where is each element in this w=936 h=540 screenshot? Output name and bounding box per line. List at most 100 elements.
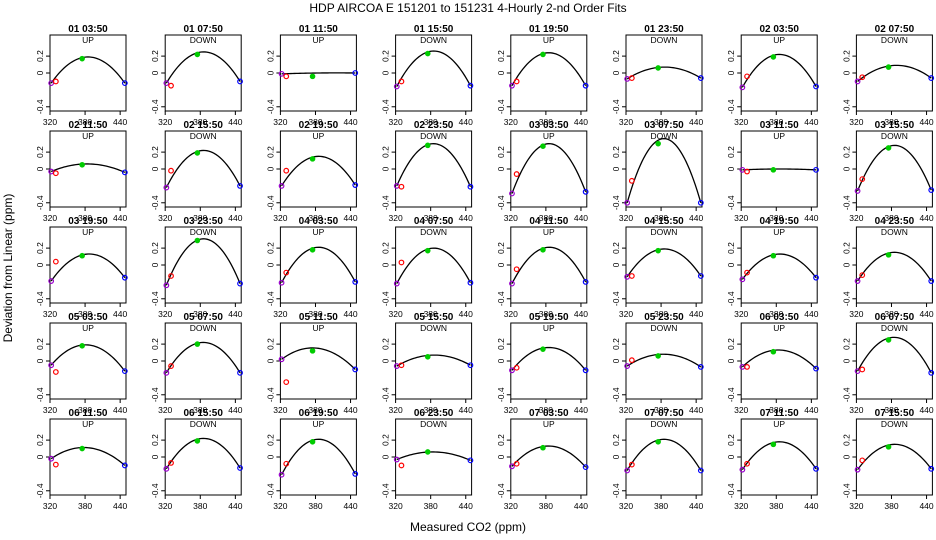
x-tick-label: 320 [619,213,633,223]
panel-title: 06 11:50 [69,408,108,419]
standard-point [770,54,777,60]
standard-point [885,337,892,343]
x-tick-label: 440 [574,309,588,319]
y-tick-label: 0.2 [35,242,45,254]
y-tick-label: 0.2 [150,242,160,254]
y-tick-label: -0.4 [611,195,621,210]
y-tick-label: 0.2 [726,146,736,158]
y-tick-label: -0.4 [611,483,621,498]
standard-point [624,363,631,369]
y-tick-label: 0 [265,166,275,171]
panel-frame [164,418,242,496]
x-tick-label: 320 [158,213,172,223]
x-tick-label: 320 [619,405,633,415]
x-tick-label: 440 [689,309,703,319]
standard-point [509,280,515,287]
x-tick-label: 320 [158,309,172,319]
panel-title: 01 03:50 [68,24,108,35]
standard-point [398,78,405,85]
y-tick-label: -0.4 [726,99,736,114]
x-tick-label: 320 [619,501,633,511]
y-tick-label: 0.2 [611,146,621,158]
standard-point [398,259,405,266]
y-tick-label: -0.4 [611,99,621,114]
x-tick-label: 320 [734,405,748,415]
x-tick-label: 380 [193,405,207,415]
panel-frame [395,34,473,112]
standard-point [540,143,546,149]
panel-tag: DOWN [420,131,447,141]
x-tick-label: 320 [504,117,518,127]
panel-tag: DOWN [881,35,908,45]
panel-tag: UP [773,419,785,429]
panel-title: 06 07:50 [875,312,915,323]
panel-title: 05 03:50 [68,312,108,323]
standard-point [744,73,750,80]
standard-point [237,182,243,189]
x-tick-label: 440 [804,117,818,127]
standard-point [739,84,746,91]
y-tick-label: 0 [150,454,160,459]
standard-point [237,280,243,287]
y-tick-label: 0.2 [611,434,621,446]
y-tick-label: 0.2 [841,434,851,446]
fit-curve [50,163,126,173]
panel-tag: UP [82,323,94,333]
y-tick-label: 0 [265,358,275,363]
standard-point [424,353,431,360]
standard-point [739,166,746,173]
panel-title: 03 07:50 [644,120,684,131]
y-tick-label: -0.4 [35,291,45,306]
x-tick-label: 380 [308,309,322,319]
y-tick-label: -0.4 [726,387,736,402]
standard-point [540,444,546,451]
standard-point [121,462,128,469]
y-tick-label: -0.4 [150,99,160,114]
y-tick-label: 0 [611,358,621,363]
panel-tag: UP [543,131,555,141]
fit-curve [511,52,587,86]
panel-tag: UP [773,131,785,141]
y-tick-label: 0.2 [150,50,160,62]
standard-point [624,199,631,206]
standard-point [928,75,935,81]
x-tick-label: 440 [689,501,703,511]
panel-tag: UP [82,419,94,429]
x-tick-label: 320 [849,501,863,511]
standard-point [79,445,85,452]
standard-point [467,362,474,369]
panel-tag: DOWN [881,131,908,141]
fit-curve [50,56,126,84]
x-tick-label: 320 [158,405,172,415]
x-tick-label: 320 [734,501,748,511]
standard-point [163,184,170,191]
y-tick-label: -0.4 [35,99,45,114]
x-tick-label: 440 [574,405,588,415]
x-tick-label: 380 [308,117,322,127]
panel-title: 04 23:50 [875,216,915,227]
standard-point [283,460,290,467]
y-tick-label: 0 [35,358,45,363]
standard-point [393,83,400,90]
standard-point [168,167,174,174]
x-tick-label: 440 [113,309,127,319]
x-tick-label: 320 [43,117,57,127]
standard-point [52,369,59,375]
fit-curve [511,246,587,284]
standard-point [744,168,750,175]
standard-point [739,276,746,283]
x-tick-label: 440 [228,117,242,127]
x-tick-label: 320 [43,501,57,511]
panel-frame [740,226,818,304]
y-tick-label: -0.4 [265,291,275,306]
y-tick-label: 0.2 [496,242,506,254]
standard-point [168,273,174,279]
y-tick-label: 0 [726,166,736,171]
x-tick-label: 380 [769,309,783,319]
